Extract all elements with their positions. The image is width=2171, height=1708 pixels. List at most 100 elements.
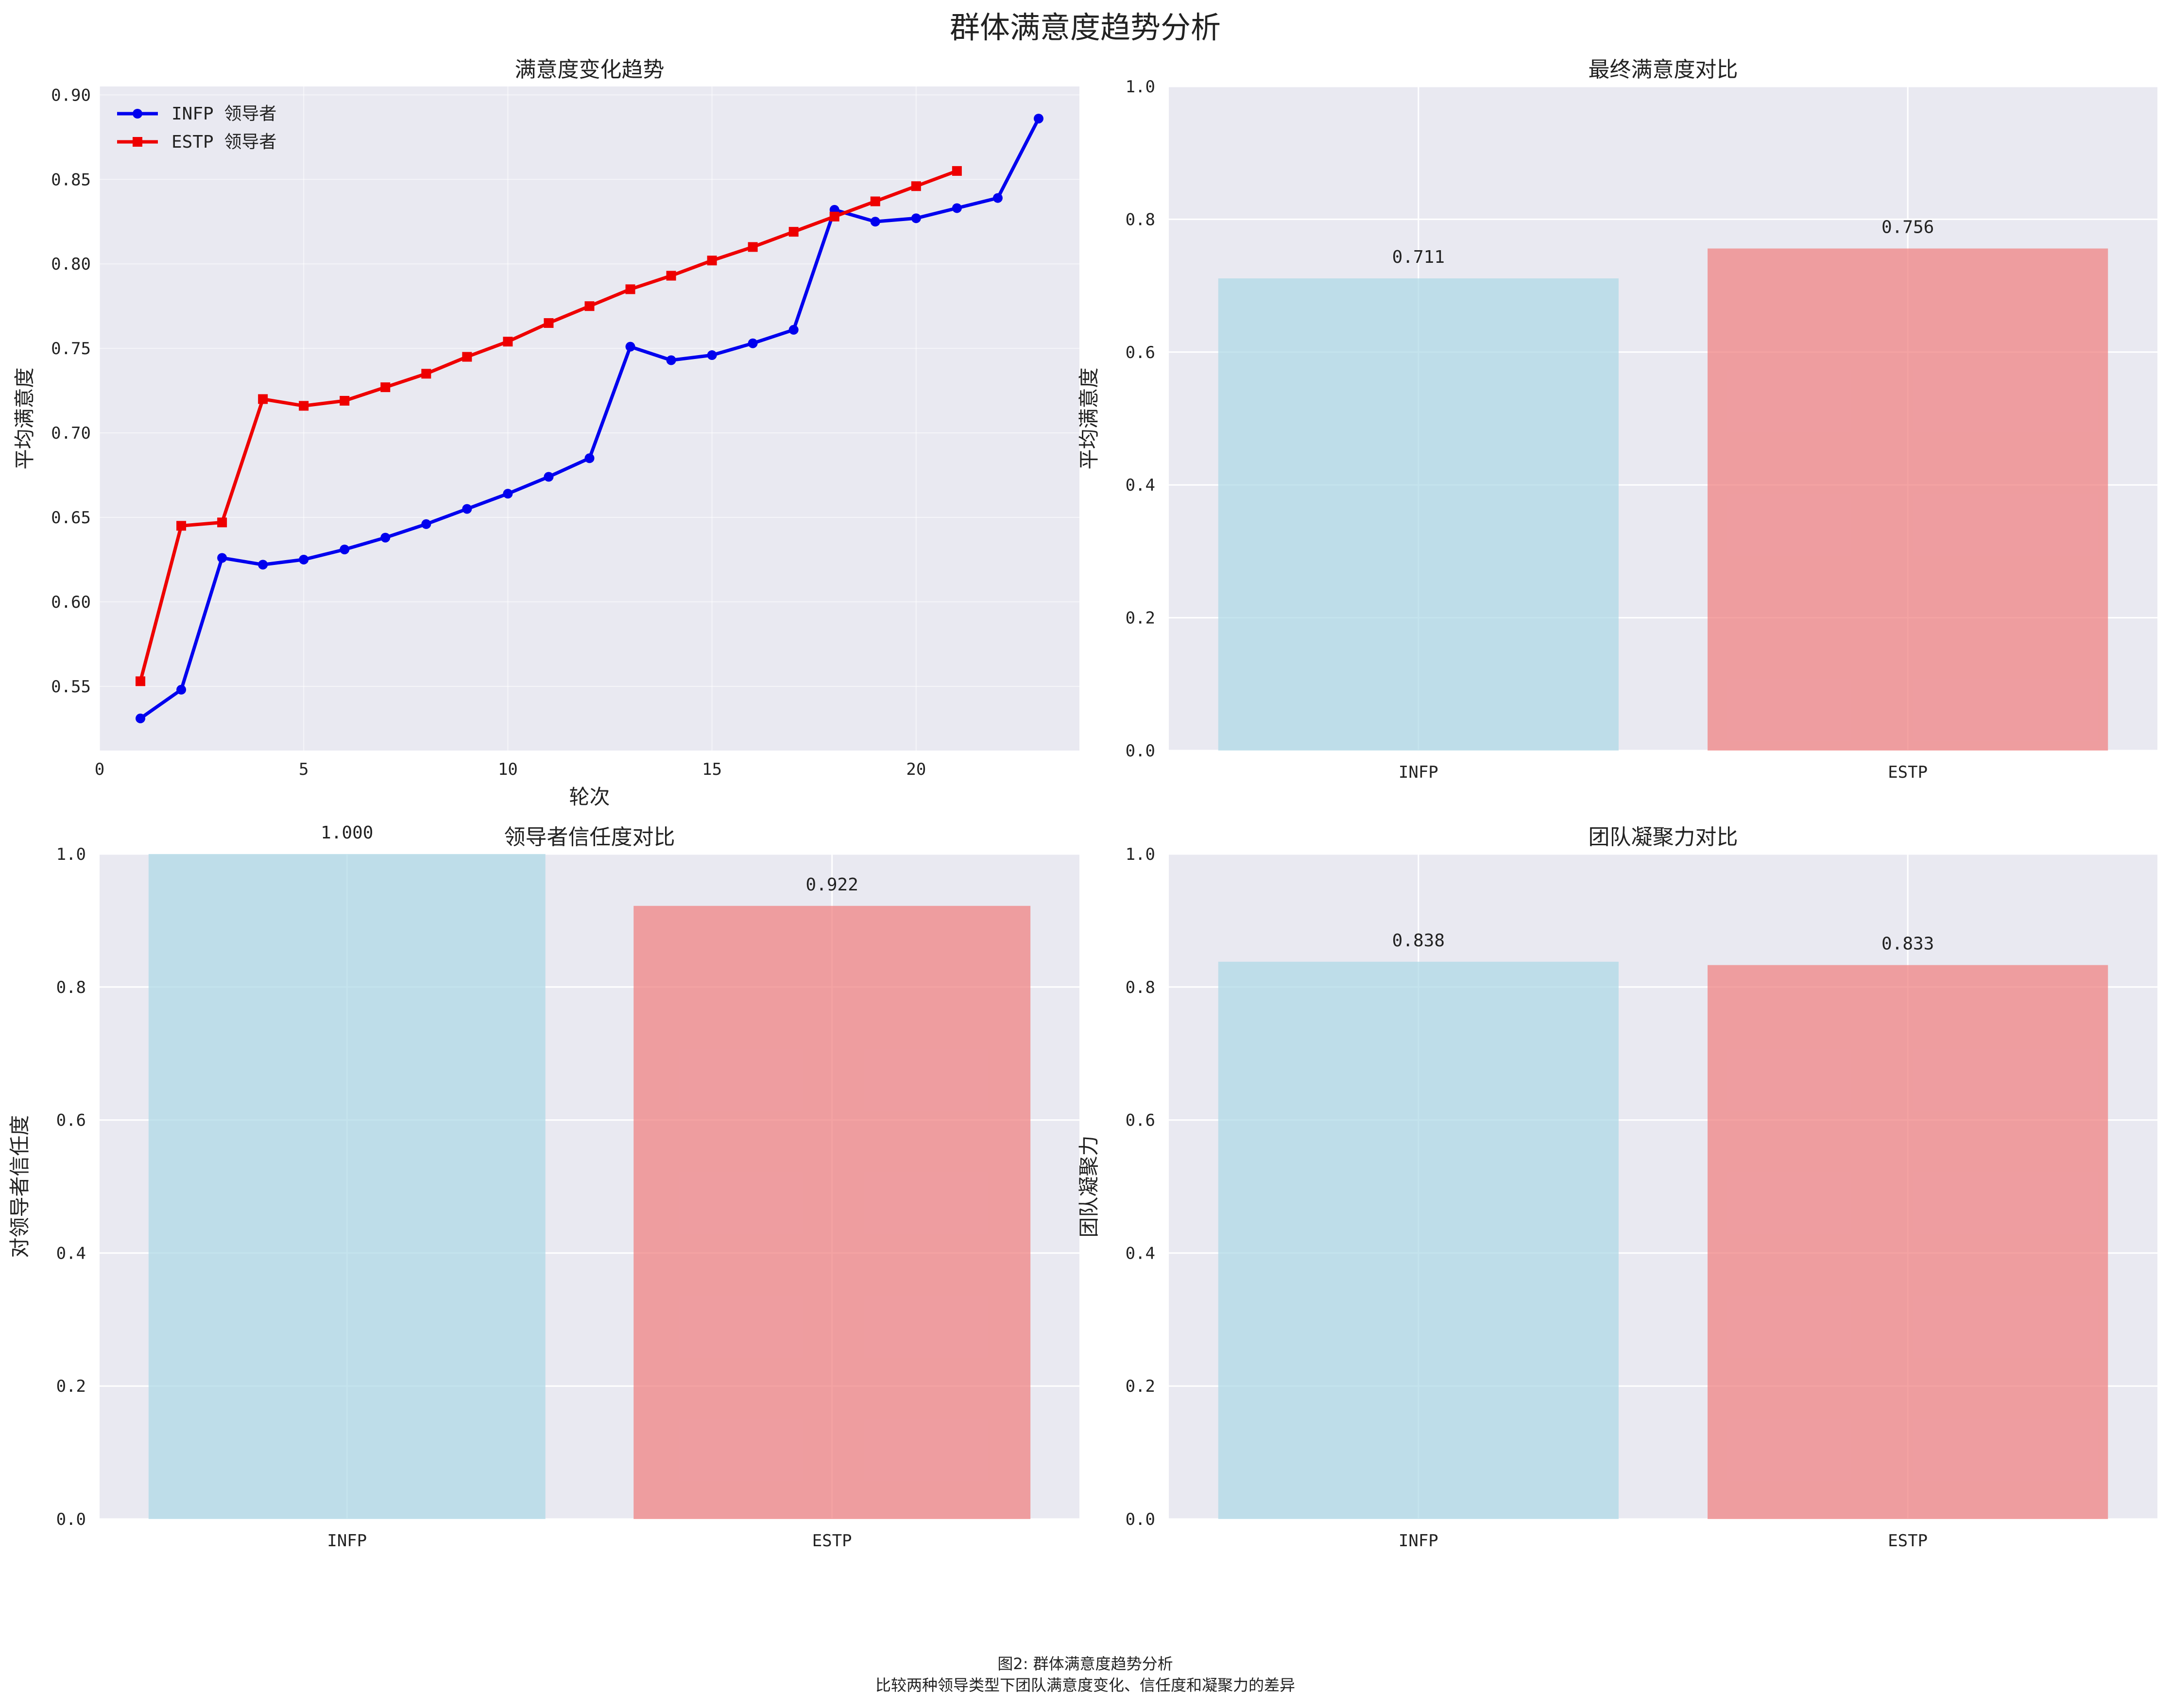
bar-estp <box>1708 248 2108 751</box>
figure-caption-line-2: 比较两种领导类型下团队满意度变化、信任度和凝聚力的差异 <box>875 1676 1295 1694</box>
bar-chart-panel-final-satisfaction: 0.0 0.2 0.4 0.6 0.8 1.0 0.711 INFP 0.756 ESTP 最终满意… <box>1077 57 2157 782</box>
bar-chart-panel-team-cohesion: 0.0 0.2 0.4 0.6 0.8 1.0 0.838 INFP 0.833 ESTP 团队凝聚… <box>1077 825 2157 1551</box>
bar-infp <box>1218 961 1619 1519</box>
y-tick-label: 0.8 <box>1126 978 1155 997</box>
y-tick-label: 0.90 <box>51 85 91 105</box>
data-point <box>421 519 431 529</box>
bar-value-label: 1.000 <box>321 823 373 843</box>
y-tick-label: 0.8 <box>1126 210 1155 229</box>
y-tick-label: 0.0 <box>56 1510 86 1529</box>
x-axis-label: 轮次 <box>569 785 610 809</box>
data-point <box>421 369 431 379</box>
data-point <box>1033 114 1043 124</box>
y-tick-label: 0.0 <box>1126 1510 1155 1529</box>
x-tick-label: INFP <box>1399 1531 1438 1551</box>
bar-estp <box>633 905 1031 1519</box>
y-tick-label: 0.75 <box>51 339 91 359</box>
x-tick-label: ESTP <box>1888 1531 1928 1551</box>
y-tick-label: 0.80 <box>51 255 91 274</box>
data-point <box>584 301 595 311</box>
x-tick-label: ESTP <box>1888 763 1928 782</box>
y-tick-label: 0.4 <box>56 1244 86 1263</box>
data-point <box>584 453 595 463</box>
data-point <box>707 256 717 266</box>
line-chart-panel: 0 5 10 15 20 0.55 0.60 0.65 0.70 0.75 0.80 0.85 0.90… <box>13 57 1079 809</box>
data-point <box>503 489 513 499</box>
bar-value-label: 0.833 <box>1881 934 1934 954</box>
data-point <box>462 504 472 514</box>
bar-value-label: 0.756 <box>1881 218 1934 238</box>
legend-label: INFP 领导者 <box>171 104 276 124</box>
x-tick-label: 10 <box>498 760 518 779</box>
data-point <box>870 196 880 206</box>
y-tick-label: 0.65 <box>51 508 91 528</box>
data-point <box>544 472 554 482</box>
y-tick-label: 0.70 <box>51 424 91 443</box>
bar-infp <box>148 854 546 1519</box>
data-point <box>625 342 635 352</box>
data-point <box>911 213 921 223</box>
data-point <box>217 517 227 528</box>
data-point <box>176 684 187 695</box>
y-axis-label: 对领导者信任度 <box>8 1115 32 1258</box>
y-axis-label: 平均满意度 <box>13 367 36 469</box>
data-point <box>299 401 309 411</box>
y-tick-label: 1.0 <box>56 845 86 864</box>
bar-chart-panel-leader-trust: 0.0 0.2 0.4 0.6 0.8 1.0 1.000 INFP 0.922 ESTP 领导者信… <box>8 823 1079 1551</box>
bar-value-label: 0.922 <box>806 875 858 895</box>
data-point <box>666 355 676 365</box>
x-tick-label: 20 <box>906 760 926 779</box>
chart-title: 团队凝聚力对比 <box>1589 825 1738 850</box>
data-point <box>258 394 268 404</box>
y-tick-label: 1.0 <box>1126 845 1155 864</box>
data-point <box>340 545 350 555</box>
y-tick-label: 0.0 <box>1126 741 1155 761</box>
bar-estp <box>1708 965 2108 1519</box>
x-tick-label: 0 <box>95 760 104 779</box>
data-point <box>340 395 350 406</box>
data-point <box>176 521 187 531</box>
data-point <box>870 217 880 227</box>
data-point <box>258 560 268 570</box>
y-tick-label: 0.6 <box>1126 343 1155 362</box>
y-tick-label: 0.4 <box>1126 476 1155 495</box>
plot-area <box>100 86 1079 751</box>
y-tick-label: 0.2 <box>56 1377 86 1396</box>
data-point <box>299 554 309 564</box>
data-point <box>625 284 635 294</box>
x-tick-label: INFP <box>1399 763 1438 782</box>
x-tick-label: 5 <box>299 760 308 779</box>
data-point <box>136 676 146 686</box>
data-point <box>217 553 227 563</box>
data-point <box>788 325 799 335</box>
y-tick-label: 1.0 <box>1126 77 1155 97</box>
data-point <box>136 713 146 723</box>
data-point <box>829 211 839 222</box>
y-tick-label: 0.6 <box>56 1111 86 1130</box>
data-point <box>666 271 676 281</box>
data-point <box>707 350 717 360</box>
chart-title: 满意度变化趋势 <box>515 57 665 82</box>
data-point <box>952 203 962 213</box>
bar-value-label: 0.838 <box>1392 931 1445 951</box>
legend-label: ESTP 领导者 <box>171 132 276 152</box>
data-point <box>462 352 472 362</box>
y-tick-label: 0.2 <box>1126 609 1155 628</box>
y-tick-label: 0.2 <box>1126 1377 1155 1396</box>
figure-title: 群体满意度趋势分析 <box>950 10 1221 45</box>
data-point <box>503 337 513 347</box>
legend-marker <box>133 109 142 119</box>
y-tick-label: 0.4 <box>1126 1244 1155 1263</box>
y-tick-label: 0.6 <box>1126 1111 1155 1130</box>
data-point <box>380 382 391 393</box>
y-tick-label: 0.55 <box>51 677 91 697</box>
bar-infp <box>1218 278 1619 751</box>
legend-marker <box>133 137 142 147</box>
y-tick-label: 0.60 <box>51 593 91 612</box>
data-point <box>788 227 799 237</box>
figure-caption-line-1: 图2: 群体满意度趋势分析 <box>997 1655 1173 1673</box>
data-point <box>911 181 921 191</box>
y-tick-label: 0.8 <box>56 978 86 997</box>
x-tick-label: INFP <box>327 1531 367 1551</box>
